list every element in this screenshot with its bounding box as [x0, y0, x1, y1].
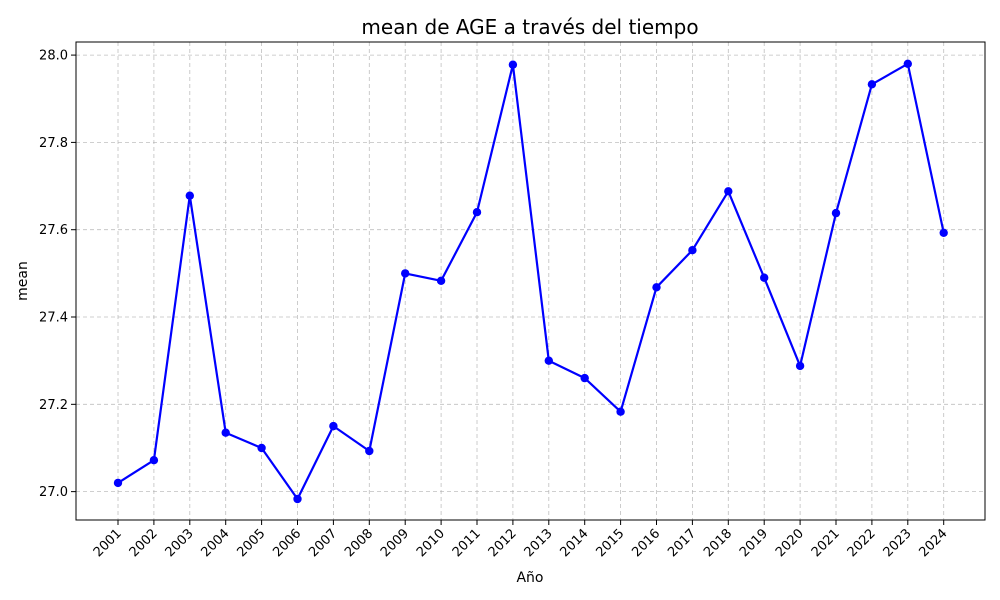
x-tick-label: 2004 [199, 526, 233, 560]
data-point [113, 478, 123, 488]
data-point [257, 443, 266, 453]
data-point [149, 456, 159, 465]
data-point [688, 246, 697, 255]
y-axis-label: mean [15, 261, 31, 301]
x-tick-label: 2002 [127, 526, 161, 560]
x-tick-label: 2012 [486, 526, 520, 560]
x-tick-label: 2018 [701, 526, 735, 560]
x-tick-label: 2016 [629, 526, 663, 560]
x-tick-label: 2001 [91, 526, 125, 560]
y-tick-label: 28.0 [39, 49, 68, 64]
data-point [544, 356, 553, 365]
data-point [724, 187, 733, 196]
series-line [117, 62, 945, 501]
y-tick-label: 27.0 [39, 485, 68, 500]
data-point [185, 191, 194, 200]
data-point [436, 276, 446, 285]
data-point [831, 208, 841, 218]
x-tick-label: 2013 [522, 526, 556, 560]
data-point [365, 446, 374, 456]
x-tick-label: 2005 [234, 526, 268, 560]
x-axis: 2001 2002 2003 2004 2005 2006 2007 2008 2009 2010… [91, 520, 951, 560]
data-point [472, 208, 482, 217]
y-tick-label: 27.8 [39, 136, 68, 151]
x-tick-label: 2003 [163, 526, 197, 560]
y-tick-label: 27.6 [39, 223, 68, 238]
x-tick-label: 2006 [270, 526, 304, 560]
data-point [293, 494, 302, 504]
x-tick-label: 2019 [737, 526, 771, 560]
x-tick-label: 2024 [917, 526, 951, 560]
grid-layer [76, 42, 985, 520]
data-point [508, 60, 518, 69]
x-tick-label: 2017 [665, 526, 699, 560]
y-tick-label: 27.4 [39, 311, 68, 326]
data-point [652, 283, 661, 292]
x-tick-label: 2023 [881, 526, 915, 560]
x-tick-label: 2015 [593, 526, 627, 560]
data-point [939, 228, 948, 237]
data-point [903, 59, 912, 68]
x-tick-label: 2010 [414, 526, 448, 560]
data-point [580, 373, 589, 383]
x-axis-label: Año [516, 570, 543, 586]
x-tick-label: 2014 [558, 526, 592, 560]
data-point [867, 80, 877, 89]
data-point [760, 273, 769, 282]
data-point [401, 269, 410, 278]
x-tick-label: 2007 [306, 526, 340, 560]
x-tick-label: 2008 [342, 526, 376, 560]
data-point [329, 421, 338, 431]
plot-frame [75, 41, 986, 521]
data-point [795, 361, 805, 371]
x-tick-label: 2011 [450, 526, 484, 560]
x-tick-label: 2020 [773, 526, 807, 560]
series-layer [113, 59, 948, 504]
chart-title: mean de AGE a través del tiempo [361, 15, 698, 39]
data-point [616, 407, 625, 416]
y-axis: 27.0 27.2 27.4 27.6 27.8 28.0 [39, 49, 76, 500]
x-tick-label: 2009 [378, 526, 412, 560]
y-tick-label: 27.2 [39, 398, 68, 413]
x-tick-label: 2022 [845, 526, 879, 560]
x-tick-label: 2021 [809, 526, 843, 560]
data-point [221, 428, 230, 437]
